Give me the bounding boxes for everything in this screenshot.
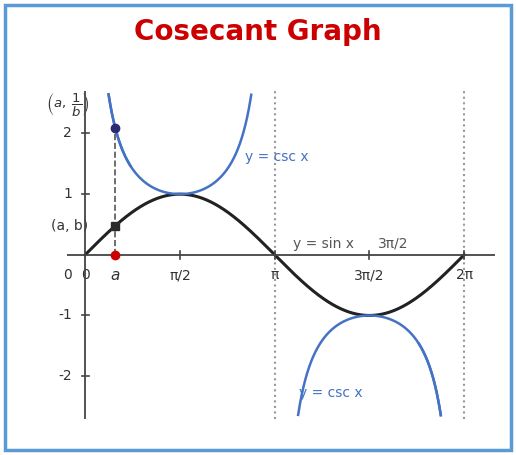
Text: y = sin x: y = sin x [293,237,354,251]
Text: 0: 0 [63,268,72,282]
Text: π: π [270,268,279,282]
Text: 1: 1 [63,187,72,201]
Text: Cosecant Graph: Cosecant Graph [134,18,382,46]
Text: 3π/2: 3π/2 [378,237,408,251]
Text: a: a [110,268,120,283]
Text: -2: -2 [58,369,72,383]
Text: 2π: 2π [456,268,473,282]
Text: -1: -1 [58,308,72,323]
Text: 0: 0 [81,268,90,282]
Text: 2: 2 [63,126,72,141]
Text: 3π/2: 3π/2 [354,268,385,282]
Text: y = csc x: y = csc x [299,386,363,400]
Text: y = csc x: y = csc x [245,150,309,164]
Text: (a, b): (a, b) [51,219,88,233]
Text: π/2: π/2 [169,268,191,282]
Text: $\left(a,\;\dfrac{1}{b}\right)$: $\left(a,\;\dfrac{1}{b}\right)$ [46,92,90,119]
